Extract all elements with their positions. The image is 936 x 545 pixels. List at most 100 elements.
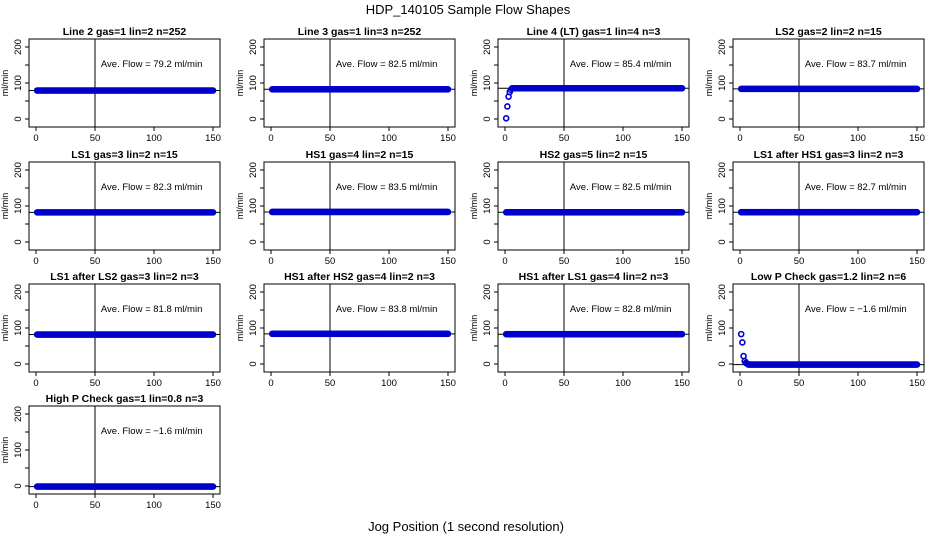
y-tick-label: 100 [13,198,24,214]
x-tick-label: 150 [205,256,221,267]
x-tick-label: 100 [146,378,162,389]
data-point [444,86,452,93]
average-flow-annotation: Ave. Flow = 81.8 ml/min [101,304,202,315]
x-tick-label: 0 [268,256,273,267]
y-tick-label: 0 [13,239,24,244]
y-tick-label: 100 [717,75,728,91]
y-axis-label: ml/min [235,315,245,342]
y-axis-label: ml/min [469,193,479,220]
panel-4: LS2 gas=2 lin=2 n=15 ml/min 0 50 100 150 0 100 2… [704,26,925,144]
average-flow-annotation: Ave. Flow = 83.5 ml/min [336,182,437,193]
figure-title: HDP_140105 Sample Flow Shapes [366,2,571,17]
x-tick-label: 100 [850,378,866,389]
plot-frame [732,38,925,128]
average-flow-annotation: Ave. Flow = 85.4 ml/min [570,59,671,70]
y-axis-label: ml/min [704,193,714,220]
plot-frame [28,161,221,251]
y-tick-label: 100 [248,75,259,91]
y-tick-label: 200 [482,39,493,55]
x-tick-label: 0 [268,378,273,389]
x-tick-label: 100 [146,133,162,144]
panel-title: LS1 gas=3 lin=2 n=15 [71,149,178,161]
y-tick-label: 100 [248,198,259,214]
x-tick-label: 150 [674,133,690,144]
x-tick-label: 150 [440,133,456,144]
y-tick-label: 200 [13,406,24,422]
x-tick-label: 100 [615,256,631,267]
panel-title: Line 2 gas=1 lin=2 n=252 [63,26,187,38]
y-tick-label: 0 [482,361,493,366]
x-tick-label: 0 [737,256,742,267]
x-tick-label: 50 [90,256,101,267]
panel-title: HS1 after HS2 gas=4 lin=2 n=3 [284,271,435,283]
panel-5: LS1 gas=3 lin=2 n=15 ml/min 0 50 100 150 0 100 2… [0,149,221,267]
y-axis-label: ml/min [235,193,245,220]
plot-frame [732,161,925,251]
plot-frame [732,283,925,373]
x-tick-label: 150 [674,378,690,389]
x-tick-label: 50 [559,256,570,267]
plot-frame [497,38,690,128]
panel-11: HS1 after LS1 gas=4 lin=2 n=3 ml/min 0 50 10… [469,271,690,389]
data-point [444,208,452,216]
data-point [737,330,745,338]
x-tick-label: 100 [850,256,866,267]
data-point [209,483,217,490]
x-tick-label: 0 [502,256,507,267]
average-flow-annotation: Ave. Flow = 82.8 ml/min [570,304,671,315]
data-point [678,84,686,92]
y-tick-label: 0 [717,361,728,366]
panel-title: LS2 gas=2 lin=2 n=15 [775,26,882,38]
y-axis-label: ml/min [704,70,714,97]
y-tick-label: 0 [13,116,24,121]
y-axis-label: ml/min [0,70,10,97]
panel-13: High P Check gas=1 lin=0.8 n=3 ml/min 0 50 1… [0,393,221,511]
x-tick-label: 0 [502,133,507,144]
y-tick-label: 200 [13,162,24,178]
x-tick-label: 50 [559,133,570,144]
plot-frame [263,38,456,128]
panel-title: Low P Check gas=1.2 lin=2 n=6 [751,271,906,283]
y-axis-label: ml/min [469,70,479,97]
panel-2: Line 3 gas=1 lin=3 n=252 ml/min 0 50 100 150 0… [235,26,456,144]
average-flow-annotation: Ave. Flow = 83.8 ml/min [336,304,437,315]
average-flow-annotation: Ave. Flow = 82.5 ml/min [570,182,671,193]
y-axis-label: ml/min [704,315,714,342]
x-tick-label: 0 [502,378,507,389]
plot-frame [28,38,221,128]
data-point [913,361,921,368]
panel-title: HS1 after LS1 gas=4 lin=2 n=3 [519,271,669,283]
figure-xlabel: Jog Position (1 second resolution) [368,519,564,534]
y-tick-label: 0 [248,116,259,121]
data-point [209,209,217,216]
x-tick-label: 100 [381,378,397,389]
panel-12: Low P Check gas=1.2 lin=2 n=6 ml/min 0 50 10… [704,271,925,389]
data-point [209,331,217,338]
x-tick-label: 0 [268,133,273,144]
y-tick-label: 200 [482,162,493,178]
x-tick-label: 50 [794,378,805,389]
x-tick-label: 100 [381,256,397,267]
y-tick-label: 100 [13,442,24,458]
x-tick-label: 150 [909,133,925,144]
data-point [913,85,921,93]
panel-title: Line 3 gas=1 lin=3 n=252 [298,26,422,38]
data-point [444,330,452,338]
x-tick-label: 150 [674,256,690,267]
x-tick-label: 100 [381,133,397,144]
y-tick-label: 100 [482,320,493,336]
x-tick-label: 150 [205,500,221,511]
average-flow-annotation: Ave. Flow = 82.5 ml/min [336,59,437,70]
panel-10: HS1 after HS2 gas=4 lin=2 n=3 ml/min 0 50 10… [235,271,456,389]
plot-frame [497,283,690,373]
y-tick-label: 0 [717,116,728,121]
y-tick-label: 100 [248,320,259,336]
data-point [739,339,746,346]
y-tick-label: 100 [13,320,24,336]
x-tick-label: 50 [794,256,805,267]
y-tick-label: 200 [717,284,728,300]
y-tick-label: 200 [13,39,24,55]
y-axis-label: ml/min [469,315,479,342]
data-point [913,208,921,216]
